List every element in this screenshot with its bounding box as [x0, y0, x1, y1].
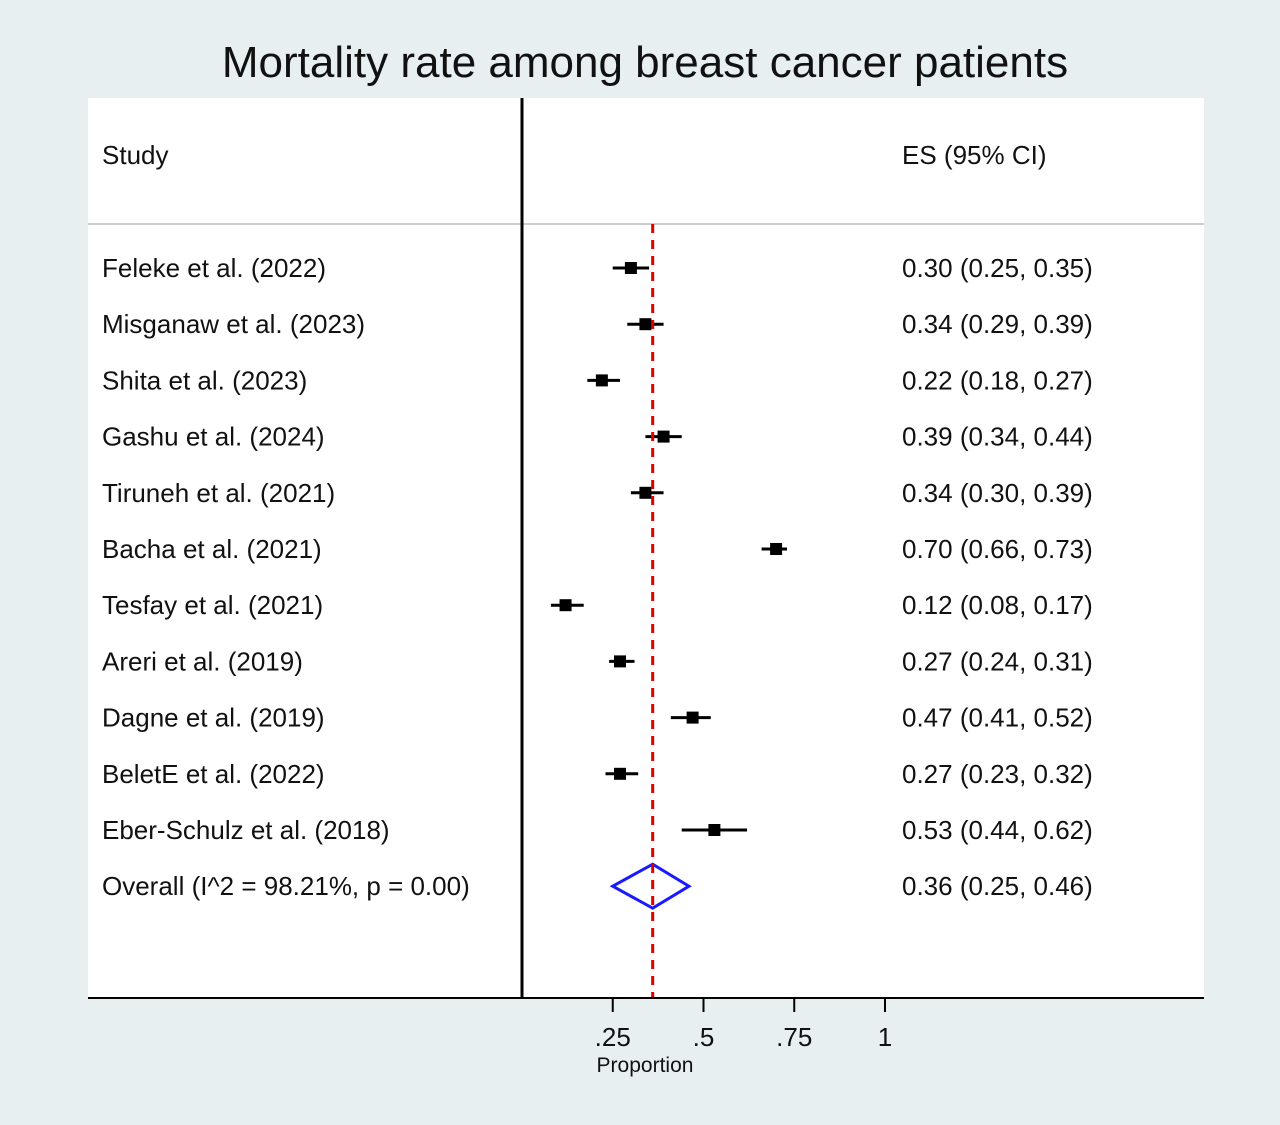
study-row: BeletE et al. (2022) 0.27 (0.23, 0.32)	[102, 759, 1093, 789]
point-estimate-marker	[657, 430, 670, 443]
point-estimate-marker	[639, 318, 652, 331]
overall-diamond	[609, 862, 692, 910]
study-row: Areri et al. (2019) 0.27 (0.24, 0.31)	[102, 646, 1093, 676]
x-tick-label: .5	[693, 1022, 715, 1052]
overall-effect-text: 0.36 (0.25, 0.46)	[902, 871, 1093, 901]
x-tick-label: 1	[878, 1022, 892, 1052]
study-row: Eber-Schulz et al. (2018) 0.53 (0.44, 0.6…	[102, 815, 1093, 845]
effect-size-text: 0.53 (0.44, 0.62)	[902, 815, 1093, 845]
study-row: Bacha et al. (2021) 0.70 (0.66, 0.73)	[102, 534, 1093, 564]
study-row: Shita et al. (2023) 0.22 (0.18, 0.27)	[102, 365, 1093, 395]
study-column-header: Study	[102, 140, 169, 170]
study-row: Misganaw et al. (2023) 0.34 (0.29, 0.39)	[102, 309, 1093, 339]
study-label: BeletE et al. (2022)	[102, 759, 325, 789]
point-estimate-marker	[559, 599, 572, 612]
study-label: Feleke et al. (2022)	[102, 253, 326, 283]
x-axis: .25 .5 .75 1 Proportion	[88, 98, 1204, 1077]
study-label: Areri et al. (2019)	[102, 646, 303, 676]
point-estimate-marker	[614, 767, 627, 780]
point-estimate-marker	[595, 374, 608, 387]
effect-size-text: 0.27 (0.23, 0.32)	[902, 759, 1093, 789]
study-row: Dagne et al. (2019) 0.47 (0.41, 0.52)	[102, 703, 1093, 733]
point-estimate-marker	[614, 655, 627, 668]
effect-size-text: 0.70 (0.66, 0.73)	[902, 534, 1093, 564]
study-label: Dagne et al. (2019)	[102, 703, 325, 733]
study-label: Tesfay et al. (2021)	[102, 590, 323, 620]
point-estimate-marker	[639, 486, 652, 499]
study-label: Gashu et al. (2024)	[102, 422, 325, 452]
effect-size-text: 0.34 (0.29, 0.39)	[902, 309, 1093, 339]
study-label: Eber-Schulz et al. (2018)	[102, 815, 390, 845]
study-label: Bacha et al. (2021)	[102, 534, 322, 564]
effect-size-text: 0.22 (0.18, 0.27)	[902, 365, 1093, 395]
study-row: Tiruneh et al. (2021) 0.34 (0.30, 0.39)	[102, 478, 1093, 508]
point-estimate-marker	[686, 711, 699, 724]
x-tick-label: .25	[595, 1022, 631, 1052]
study-row: Tesfay et al. (2021) 0.12 (0.08, 0.17)	[102, 590, 1093, 620]
study-label: Misganaw et al. (2023)	[102, 309, 365, 339]
effect-size-text: 0.34 (0.30, 0.39)	[902, 478, 1093, 508]
effect-size-text: 0.47 (0.41, 0.52)	[902, 703, 1093, 733]
study-row: Feleke et al. (2022) 0.30 (0.25, 0.35)	[102, 253, 1093, 283]
overall-label: Overall (I^2 = 98.21%, p = 0.00)	[102, 871, 470, 901]
x-tick-label: .75	[776, 1022, 812, 1052]
effect-column-header: ES (95% CI)	[902, 140, 1047, 170]
effect-size-text: 0.39 (0.34, 0.44)	[902, 422, 1093, 452]
study-label: Tiruneh et al. (2021)	[102, 478, 335, 508]
plot-area	[88, 98, 1204, 998]
x-axis-label: Proportion	[597, 1054, 694, 1077]
point-estimate-marker	[624, 262, 637, 274]
point-estimate-marker	[708, 824, 721, 836]
chart-title: Mortality rate among breast cancer patie…	[221, 38, 1069, 87]
effect-size-text: 0.30 (0.25, 0.35)	[902, 253, 1093, 283]
overall-group: Overall (I^2 = 98.21%, p = 0.00) 0.36 (0.…	[102, 224, 1093, 998]
point-estimate-marker	[770, 543, 783, 555]
study-rows: Feleke et al. (2022) 0.30 (0.25, 0.35) Mis…	[102, 253, 1093, 845]
effect-size-text: 0.27 (0.24, 0.31)	[902, 646, 1093, 676]
study-label: Shita et al. (2023)	[102, 365, 307, 395]
effect-size-text: 0.12 (0.08, 0.17)	[902, 590, 1093, 620]
study-row: Gashu et al. (2024) 0.39 (0.34, 0.44)	[102, 422, 1093, 452]
